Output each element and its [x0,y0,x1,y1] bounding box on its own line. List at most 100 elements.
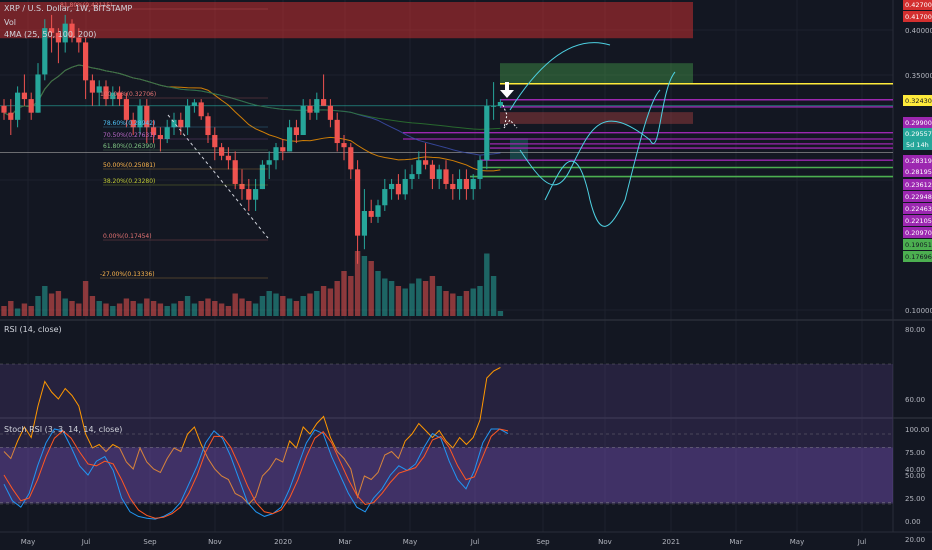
volume-bar [96,301,102,316]
candle-body [491,105,497,107]
candle-body [137,105,143,128]
time-tick-label: Jul [857,538,867,546]
volume-bar [225,306,232,316]
volume-bar [259,296,266,316]
candle-body [212,135,218,148]
time-tick-label: Mar [729,538,742,546]
price-level-tag [903,128,932,139]
candle-body [55,32,61,43]
candle-body [178,119,184,128]
volume-bar [21,303,28,316]
candle-body [205,116,211,136]
volume-bar [164,306,170,316]
stoch-legend[interactable]: Stoch RSI (3, 3, 14, 14, close) [4,425,123,434]
volume-bar [443,291,449,316]
candle-body [314,99,320,113]
candle-body [457,178,463,190]
rsi-pane: 80.00 60.00 40.00 20.00 [0,326,925,544]
candle-body [246,189,252,200]
volume-bar [42,286,48,316]
stoch-d-line [3,428,509,519]
price-level-tag-text: 0.17696 [905,253,932,261]
time-tick-label: 2021 [662,538,680,546]
price-axis: 0.40000 0.35000 0.10000 0.42700 0.41700 0.324… [903,0,932,315]
volume-bar [110,306,116,316]
projection-curve [509,42,611,111]
candle-body [334,119,340,144]
candle-body [83,42,89,81]
volume-bar [205,298,211,316]
volume-bar [103,303,109,316]
fib-label: 50.00%(0.25081) [103,162,155,169]
candle-body [327,105,333,120]
volume-bar [497,311,504,316]
candle-body [409,174,415,179]
volume-bar [35,296,41,316]
time-tick-label: 2020 [274,538,292,546]
time-tick-label: Sep [536,538,550,546]
symbol-title[interactable]: XRP / U.S. Dollar, 1W, BITSTAMP [4,4,133,13]
price-level-tag-text: 0.22105 [905,217,932,225]
candle-body [110,92,116,100]
stoch-tick-label: 25.00 [905,495,925,503]
stoch-k-line [3,428,509,520]
candle-body [42,28,48,75]
rsi-legend[interactable]: RSI (14, close) [4,325,62,334]
volume-bar [422,281,429,316]
volume-bar [293,301,300,316]
volume-bar [184,296,191,316]
candle-body [239,183,245,190]
volume-bar [327,288,334,316]
candle-body [130,119,136,128]
volume-bar [416,278,422,316]
volume-bar [300,296,306,316]
volume-legend[interactable]: Vol [4,18,16,27]
fib-label: -27.00%(0.13336) [100,271,155,278]
volume-bar [354,251,361,316]
volume-bar [62,298,68,316]
stoch-band [0,447,893,503]
volume-bar [368,261,374,316]
volume-bars [1,251,504,316]
candle-body [450,183,456,190]
candle-body [402,178,408,195]
volume-bar [388,281,395,316]
price-level-tag [903,11,932,22]
volume-bar [490,276,497,316]
stoch-tick-label: 100.00 [905,426,930,434]
volume-bar [252,303,259,316]
fib-label: 38.20%(0.23280) [103,178,155,185]
volume-bar [1,306,7,316]
candle-body [15,92,21,120]
volume-bar [212,301,218,316]
countdown-tag [903,139,932,150]
price-tick-label: 0.40000 [905,27,932,35]
volume-bar [171,303,177,316]
volume-bar [314,291,320,316]
candle-body [436,169,442,179]
stoch-tick-label: 75.00 [905,449,925,457]
candle-body [103,86,109,100]
price-zones [0,2,693,162]
volume-bar [89,296,96,316]
candle-body [280,147,286,152]
candle-body [443,169,449,184]
volume-bar [116,303,123,316]
price-level-tag-text: 0.22948 [905,193,932,201]
price-level-tag-text: 0.28319 [905,157,932,165]
volume-bar [266,291,272,316]
candle-body [368,210,374,217]
volume-bar [198,301,204,316]
fibonacci-labels: 81.80%(0.42115) 100.00%(0.32706) 78.60%(0.… [60,2,268,279]
volume-bar [456,296,463,316]
time-tick-label: May [790,538,804,546]
volume-bar [402,288,408,316]
candle-body [1,105,7,113]
ma-legend[interactable]: 4MA (25, 50, 100, 200) [4,30,97,39]
candle-body [219,147,225,156]
candle-body [198,102,204,117]
candle-body [416,160,422,175]
fib-trendline [167,114,269,239]
